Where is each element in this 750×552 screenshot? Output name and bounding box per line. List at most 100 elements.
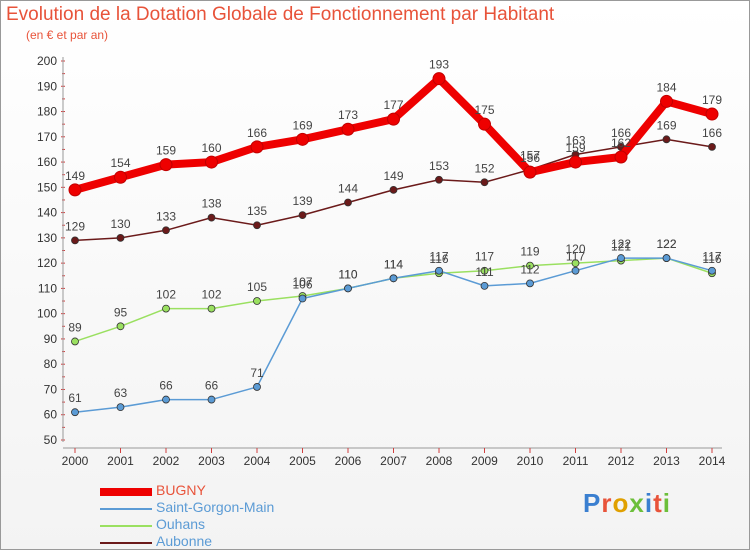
point-saint-gorgon-main-2010 xyxy=(526,279,534,288)
data-label-bugny-2007: 177 xyxy=(383,98,403,112)
y-tick-label-60: 60 xyxy=(44,408,58,422)
data-label-aubonne-2002: 133 xyxy=(156,209,176,223)
point-bugny-2002 xyxy=(159,158,173,172)
point-aubonne-2013 xyxy=(662,135,671,144)
data-label-saint-gorgon-main-2009: 111 xyxy=(475,265,494,279)
point-bugny-2013 xyxy=(660,94,673,108)
x-tick-label-2007: 2007 xyxy=(380,454,407,468)
point-aubonne-2009 xyxy=(480,178,489,187)
point-saint-gorgon-main-2004 xyxy=(253,383,261,391)
data-label-ouhans-2001: 95 xyxy=(114,305,128,319)
point-ouhans-2001 xyxy=(116,322,125,331)
y-tick-label-90: 90 xyxy=(44,332,58,346)
data-label-bugny-2002: 159 xyxy=(156,144,176,158)
x-tick-label-2004: 2004 xyxy=(244,454,271,468)
point-saint-gorgon-main-2007 xyxy=(389,274,398,283)
data-label-bugny-2000: 149 xyxy=(65,169,85,183)
data-label-saint-gorgon-main-2013: 122 xyxy=(656,237,676,251)
x-tick-label-2002: 2002 xyxy=(153,454,180,468)
data-label-aubonne-2008: 153 xyxy=(429,159,449,173)
point-bugny-2004 xyxy=(250,140,264,154)
point-aubonne-2008 xyxy=(435,175,443,184)
y-tick-label-130: 130 xyxy=(37,231,57,245)
data-label-bugny-2005: 169 xyxy=(292,118,312,132)
point-saint-gorgon-main-2012 xyxy=(617,254,625,262)
legend-label-aubonne: Aubonne xyxy=(156,533,213,549)
data-label-saint-gorgon-main-2001: 63 xyxy=(114,386,128,400)
data-label-aubonne-2005: 139 xyxy=(292,194,312,208)
point-saint-gorgon-main-2000 xyxy=(71,408,79,417)
x-tick-label-2000: 2000 xyxy=(62,454,89,468)
point-aubonne-2001 xyxy=(116,233,125,242)
data-label-saint-gorgon-main-2002: 66 xyxy=(159,379,173,393)
point-saint-gorgon-main-2008 xyxy=(435,266,443,275)
point-aubonne-2004 xyxy=(253,221,261,230)
x-tick-label-2006: 2006 xyxy=(335,454,362,468)
data-label-aubonne-2014: 166 xyxy=(702,126,722,140)
point-saint-gorgon-main-2001 xyxy=(116,403,125,412)
y-tick-label-100: 100 xyxy=(37,307,57,321)
data-label-bugny-2004: 166 xyxy=(247,126,267,140)
data-label-aubonne-2012: 166 xyxy=(611,126,631,140)
data-label-ouhans-2002: 102 xyxy=(156,288,176,302)
point-bugny-2009 xyxy=(478,117,491,131)
x-tick-label-2013: 2013 xyxy=(653,454,680,468)
x-tick-label-2009: 2009 xyxy=(471,454,498,468)
y-tick-label-120: 120 xyxy=(37,256,57,270)
legend-label-saint-gorgon-main: Saint-Gorgon-Main xyxy=(156,499,275,515)
data-label-ouhans-2006: 110 xyxy=(338,267,357,281)
data-label-saint-gorgon-main-2007: 114 xyxy=(384,257,403,271)
data-label-ouhans-2013: 122 xyxy=(656,237,676,251)
point-saint-gorgon-main-2013 xyxy=(662,254,671,262)
legend-swatch-aubonne xyxy=(100,542,152,544)
data-label-aubonne-2011: 163 xyxy=(565,133,585,147)
point-aubonne-2014 xyxy=(708,143,716,151)
y-tick-label-170: 170 xyxy=(37,130,57,144)
y-tick-label-80: 80 xyxy=(44,357,58,371)
data-label-bugny-2008: 193 xyxy=(429,58,449,72)
data-label-saint-gorgon-main-2004: 71 xyxy=(250,366,264,380)
data-label-saint-gorgon-main-2000: 61 xyxy=(68,391,82,405)
data-label-saint-gorgon-main-2005: 106 xyxy=(292,278,312,292)
data-label-ouhans-2005: 107 xyxy=(292,275,312,289)
point-saint-gorgon-main-2014 xyxy=(708,266,716,275)
point-aubonne-2007 xyxy=(389,185,398,194)
point-aubonne-2002 xyxy=(162,226,170,235)
point-bugny-2011 xyxy=(569,155,582,169)
point-saint-gorgon-main-2002 xyxy=(162,395,170,404)
point-bugny-2010 xyxy=(523,165,537,179)
data-label-aubonne-2009: 152 xyxy=(474,161,494,175)
data-label-aubonne-2004: 135 xyxy=(247,204,267,218)
data-label-ouhans-2007: 114 xyxy=(384,257,403,271)
data-label-bugny-2011: 159 xyxy=(565,141,585,155)
point-bugny-2006 xyxy=(341,122,355,136)
data-label-aubonne-2006: 144 xyxy=(338,181,358,195)
legend-label-bugny: BUGNY xyxy=(156,482,206,498)
data-label-saint-gorgon-main-2014: 117 xyxy=(702,250,721,264)
point-ouhans-2003 xyxy=(207,304,216,313)
data-label-ouhans-2004: 105 xyxy=(247,280,267,294)
data-label-bugny-2014: 179 xyxy=(702,93,722,107)
y-tick-label-50: 50 xyxy=(44,433,58,447)
y-tick-label-150: 150 xyxy=(37,180,57,194)
x-tick-label-2005: 2005 xyxy=(289,454,316,468)
point-ouhans-2002 xyxy=(162,304,170,313)
legend-swatch-bugny xyxy=(100,488,152,496)
data-label-ouhans-2010: 119 xyxy=(520,245,539,259)
x-tick-label-2011: 2011 xyxy=(563,454,589,468)
point-saint-gorgon-main-2006 xyxy=(344,284,352,293)
data-label-bugny-2009: 175 xyxy=(474,103,494,117)
point-aubonne-2006 xyxy=(344,198,352,207)
legend-swatch-saint-gorgon-main xyxy=(100,508,152,510)
point-saint-gorgon-main-2011 xyxy=(571,266,580,275)
point-bugny-2000 xyxy=(68,183,82,197)
point-bugny-2014 xyxy=(705,107,719,121)
point-aubonne-2000 xyxy=(71,236,79,245)
data-label-bugny-2012: 162 xyxy=(611,136,631,150)
point-ouhans-2000 xyxy=(71,337,79,346)
data-label-ouhans-2011: 120 xyxy=(565,242,585,256)
data-label-ouhans-2009: 117 xyxy=(475,250,494,264)
point-bugny-2001 xyxy=(114,170,127,184)
data-label-ouhans-2008: 116 xyxy=(429,252,448,266)
x-tick-label-2003: 2003 xyxy=(198,454,225,468)
